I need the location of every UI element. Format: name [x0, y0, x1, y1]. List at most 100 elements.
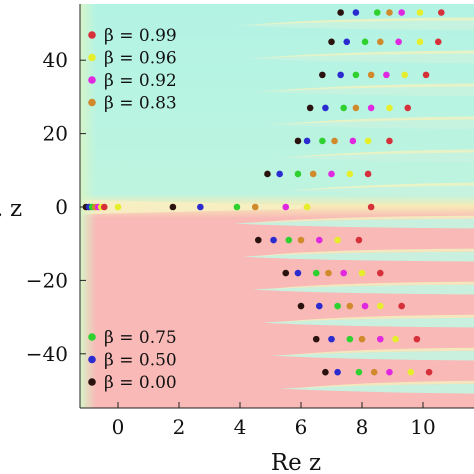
- data-point: [334, 302, 341, 310]
- data-point: [100, 203, 108, 211]
- data-point: [358, 269, 366, 277]
- data-point: [282, 203, 290, 211]
- background-stripe-halo: [246, 215, 474, 224]
- background-stripe: [233, 20, 474, 31]
- data-point: [343, 38, 351, 46]
- data-point: [316, 302, 323, 310]
- data-point: [346, 335, 354, 343]
- x-tick-label: 10: [410, 415, 435, 439]
- data-point: [297, 302, 305, 310]
- data-point: [254, 236, 262, 244]
- data-point: [364, 137, 372, 145]
- data-point: [395, 38, 402, 46]
- data-point: [416, 9, 424, 16]
- data-point: [352, 71, 360, 79]
- data-point: [367, 104, 375, 112]
- background-stripe: [252, 86, 474, 97]
- data-point: [386, 137, 393, 145]
- legend-marker: [88, 378, 96, 386]
- background-stripe-halo: [282, 347, 474, 356]
- background-stripe-halo: [255, 248, 474, 257]
- legend-top: β = 0.99 β = 0.96β = 0.92 β = 0.83: [88, 26, 177, 114]
- data-point: [285, 236, 293, 244]
- data-point: [367, 71, 375, 79]
- data-point: [303, 137, 311, 145]
- background-stripe-halo: [291, 182, 474, 191]
- data-point: [331, 137, 338, 145]
- y-tick-label: 40: [43, 48, 68, 72]
- data-point: [349, 137, 357, 145]
- data-point: [334, 236, 341, 244]
- background-stripe-halo: [282, 149, 474, 158]
- data-point: [337, 71, 344, 79]
- y-axis-label-fragment: .: [0, 196, 3, 222]
- background-stripe: [261, 119, 474, 130]
- data-point: [340, 104, 348, 112]
- x-tick-label: 4: [234, 415, 247, 439]
- data-point: [282, 269, 290, 277]
- data-point: [264, 170, 271, 178]
- background-stripe: [279, 185, 474, 196]
- y-tick-label: −20: [26, 268, 68, 292]
- data-point: [355, 236, 363, 244]
- legend-marker: [88, 53, 96, 62]
- data-point: [312, 269, 320, 277]
- data-point: [328, 38, 335, 46]
- legend-label: β = 0.75: [104, 328, 177, 348]
- legend-marker: [88, 76, 96, 84]
- data-point: [377, 335, 384, 343]
- data-point: [407, 368, 415, 376]
- data-point: [276, 170, 283, 178]
- y-axis-label: z: [10, 196, 22, 222]
- legend-bottom: β = 0.75 β = 0.50β = 0.00: [88, 328, 177, 393]
- legend-marker: [88, 98, 96, 107]
- background-stripe-halo: [246, 17, 474, 26]
- legend-label: β = 0.96: [104, 49, 177, 69]
- data-point: [377, 302, 384, 310]
- background-stripe-halo: [255, 50, 474, 59]
- x-tick-label: 2: [173, 415, 186, 439]
- y-tick-label: −40: [26, 342, 68, 366]
- data-point: [294, 137, 302, 145]
- data-point: [322, 368, 329, 376]
- data-point: [367, 203, 375, 211]
- data-point: [169, 203, 177, 211]
- data-point: [392, 335, 399, 343]
- x-tick-label: 6: [295, 415, 308, 439]
- data-point: [373, 9, 381, 16]
- data-point: [334, 368, 341, 376]
- data-point: [404, 104, 412, 112]
- background-stripe: [279, 383, 474, 394]
- data-point: [352, 9, 360, 16]
- ticks: 0 2 4 6 8 10 40 20 0 −20 −40: [26, 48, 436, 439]
- data-point: [398, 302, 405, 310]
- data-point: [358, 335, 366, 343]
- data-point: [319, 71, 326, 79]
- data-point: [386, 104, 393, 112]
- background-stripe-halo: [273, 116, 474, 125]
- background-stripe: [270, 152, 474, 163]
- y-tick-label: 0: [55, 195, 68, 219]
- data-point: [316, 236, 323, 244]
- data-point: [383, 71, 390, 79]
- data-point: [355, 368, 363, 376]
- data-point: [270, 236, 277, 244]
- data-point: [325, 269, 332, 277]
- legend-marker: [88, 31, 96, 39]
- data-point: [413, 335, 421, 343]
- x-axis-label: Re z: [271, 450, 321, 474]
- background-stripe-halo: [264, 281, 474, 290]
- stripe-layer: [80, 17, 474, 394]
- data-point: [233, 203, 241, 211]
- plot-area: [80, 4, 474, 408]
- data-point: [361, 38, 369, 46]
- data-points: [82, 9, 445, 376]
- data-point: [401, 71, 409, 79]
- data-point: [114, 203, 122, 211]
- legend-label: β = 0.83: [104, 94, 177, 114]
- data-point: [352, 104, 360, 112]
- x-tick-label: 8: [356, 415, 369, 439]
- data-point: [377, 269, 384, 277]
- y-tick-label: 20: [43, 122, 68, 146]
- background-stripe: [252, 284, 474, 295]
